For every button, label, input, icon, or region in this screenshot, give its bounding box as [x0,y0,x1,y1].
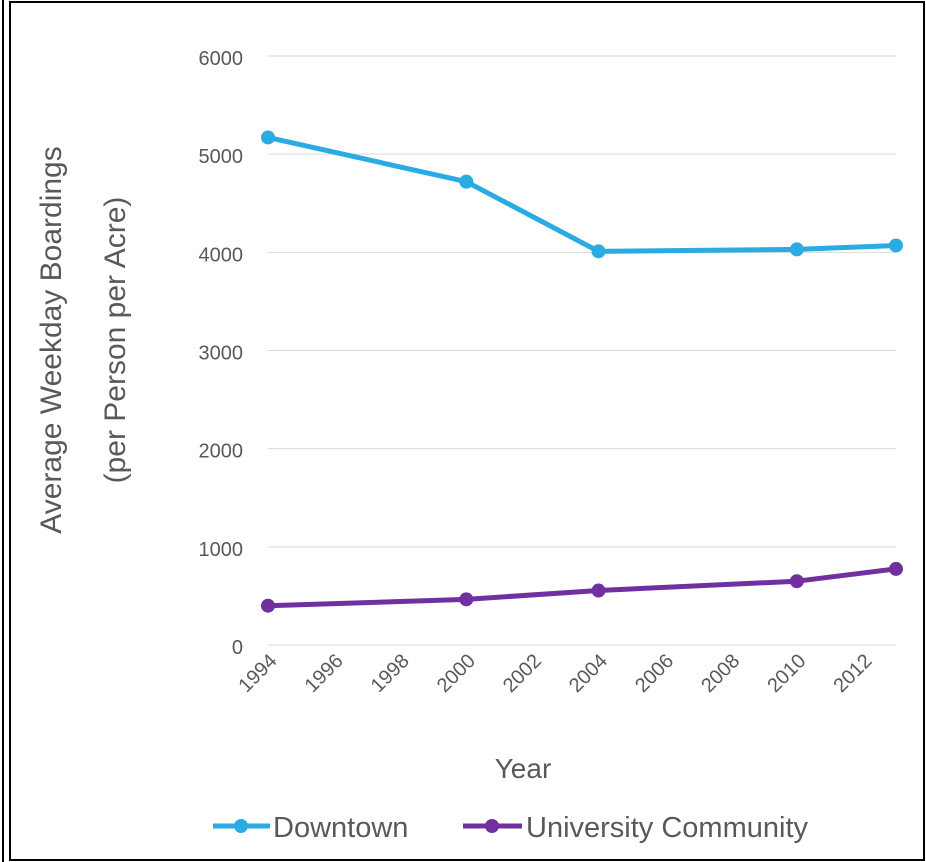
y-tick-label: 4000 [199,244,244,266]
legend: Downtown University Community [213,812,808,844]
y-axis-title: Average Weekday Boardings (per Person pe… [35,146,132,533]
legend-swatch-marker [234,819,248,833]
x-axis-title: Year [495,753,552,784]
y-tick-label: 1000 [199,539,244,561]
y-tick-label: 3000 [199,343,244,365]
data-point [889,561,903,576]
data-point [261,598,275,613]
data-point [591,583,606,598]
legend-swatch-marker [485,819,499,833]
gridlines [268,55,896,646]
series-0 [261,130,903,259]
data-point [789,574,804,589]
y-tick-label: 5000 [199,146,244,168]
data-point [459,592,474,607]
data-point [591,244,606,259]
data-point [889,238,903,253]
data-point [261,130,275,145]
legend-label: University Community [526,812,808,844]
chart-border [9,1,925,861]
data-point [459,174,474,189]
legend-label: Downtown [273,812,408,844]
y-tick-labels: 0 1000 2000 3000 4000 5000 6000 [199,48,244,659]
data-point [789,242,804,257]
legend-item: University Community [463,812,808,844]
y-tick-label: 6000 [199,48,244,70]
y-tick-label: 2000 [199,441,244,463]
legend-item: Downtown [213,812,408,844]
series-1 [261,561,903,613]
y-tick-label: 0 [232,637,243,659]
y-axis-title-line-1: Average Weekday Boardings [35,146,68,533]
y-axis-title-line-2: (per Person per Acre) [99,197,132,484]
series-layer [261,130,903,613]
